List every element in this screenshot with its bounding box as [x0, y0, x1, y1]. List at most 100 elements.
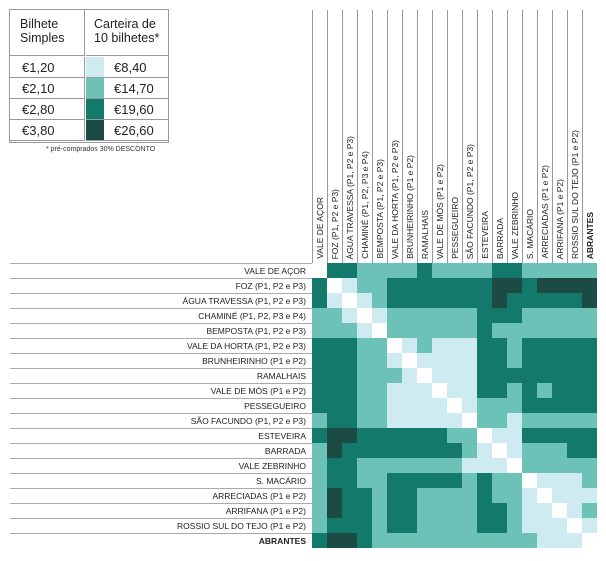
fare-cell [477, 308, 492, 323]
fare-cell [477, 263, 492, 278]
fare-cell [417, 518, 432, 533]
fare-cell [567, 323, 582, 338]
fare-cell [552, 473, 567, 488]
column-header-label: VALE DE AÇOR [315, 197, 325, 259]
fare-cell [477, 398, 492, 413]
fare-cell [492, 488, 507, 503]
column-header-label: VALE ZEBRINHO [510, 191, 520, 259]
column-header: ÁGUA TRAVESSA (P1, P2 e P3) [342, 10, 357, 263]
fare-cell [432, 398, 447, 413]
row-label: CHAMINÉ (P1, P2, P3 e P4) [10, 308, 312, 323]
fare-cell [312, 398, 327, 413]
fare-cell [462, 458, 477, 473]
fare-cell [507, 398, 522, 413]
column-header-label: BEMPOSTA (P1, P2 e P3) [375, 159, 385, 259]
row-label: SÃO FACUNDO (P1, P2 e P3) [10, 413, 312, 428]
fare-cell [372, 368, 387, 383]
fare-cell [372, 383, 387, 398]
column-header: BRUNHEIRINHO (P1 e P2) [402, 10, 417, 263]
fare-cell [387, 518, 402, 533]
fare-cell [342, 473, 357, 488]
fare-cell [507, 323, 522, 338]
fare-cell [402, 413, 417, 428]
fare-cell [342, 278, 357, 293]
legend-single-price: €2,80 [10, 99, 85, 120]
fare-cell [402, 278, 417, 293]
fare-cell [387, 443, 402, 458]
column-header: PESSEGUEIRO [447, 10, 462, 263]
fare-cell [447, 488, 462, 503]
row-label: ESTEVEIRA [10, 428, 312, 443]
fare-cell [417, 338, 432, 353]
fare-cell [492, 473, 507, 488]
fare-cell [342, 458, 357, 473]
fare-cell [462, 488, 477, 503]
fare-cell [432, 353, 447, 368]
column-header: BARRADA [492, 10, 507, 263]
fare-cell [312, 278, 327, 293]
fare-cell [447, 263, 462, 278]
fare-cell [372, 398, 387, 413]
fare-cell [507, 428, 522, 443]
fare-cell [567, 338, 582, 353]
fare-cell [312, 293, 327, 308]
fare-cell [552, 503, 567, 518]
fare-cell [342, 518, 357, 533]
fare-cell [552, 323, 567, 338]
row-label: VALE DE MÓS (P1 e P2) [10, 383, 312, 398]
fare-cell [447, 428, 462, 443]
fare-cell [477, 413, 492, 428]
fare-cell [567, 308, 582, 323]
fare-cell [537, 308, 552, 323]
column-header: VALE DE MÓS (P1 e P2) [432, 10, 447, 263]
fare-cell [522, 278, 537, 293]
column-header-label: RAMALHAIS [420, 209, 430, 259]
fare-cell [477, 278, 492, 293]
fare-cell [477, 353, 492, 368]
fare-cell [387, 398, 402, 413]
fare-cell [582, 263, 597, 278]
fare-cell [402, 263, 417, 278]
column-header-label: ARRECIADAS (P1 e P2) [540, 165, 550, 259]
fare-cell [357, 323, 372, 338]
fare-cell [417, 503, 432, 518]
fare-cell [387, 503, 402, 518]
fare-cell [402, 458, 417, 473]
fare-cell [402, 533, 417, 548]
fare-cell [387, 323, 402, 338]
fare-cell [477, 473, 492, 488]
column-header: ARRIFANA (P1 e P2) [552, 10, 567, 263]
column-header: ABRANTES [582, 10, 597, 263]
fare-cell [582, 308, 597, 323]
fare-cell [492, 503, 507, 518]
row-label: ARRIFANA (P1 e P2) [10, 503, 312, 518]
fare-cell [432, 383, 447, 398]
fare-cell [582, 338, 597, 353]
fare-cell [522, 323, 537, 338]
fare-cell [522, 473, 537, 488]
fare-cell [342, 383, 357, 398]
fare-cell [417, 428, 432, 443]
fare-cell [312, 308, 327, 323]
fare-cell [402, 323, 417, 338]
fare-cell [327, 443, 342, 458]
fare-cell [507, 293, 522, 308]
fare-cell [567, 398, 582, 413]
fare-cell [417, 278, 432, 293]
fare-cell [327, 473, 342, 488]
fare-cell [567, 458, 582, 473]
fare-legend: Bilhete Simples Carteira de 10 bilhetes*… [9, 9, 169, 143]
fare-cell [372, 278, 387, 293]
column-header-label: PESSEGUEIRO [450, 197, 460, 259]
fare-cell [507, 383, 522, 398]
fare-cell [312, 443, 327, 458]
fare-cell [447, 473, 462, 488]
fare-cell [447, 383, 462, 398]
fare-cell [432, 338, 447, 353]
fare-cell [327, 533, 342, 548]
fare-cell [432, 488, 447, 503]
fare-cell [522, 503, 537, 518]
column-header: ROSSIO SUL DO TEJO (P1 e P2) [567, 10, 582, 263]
fare-cell [537, 458, 552, 473]
fare-cell [447, 368, 462, 383]
